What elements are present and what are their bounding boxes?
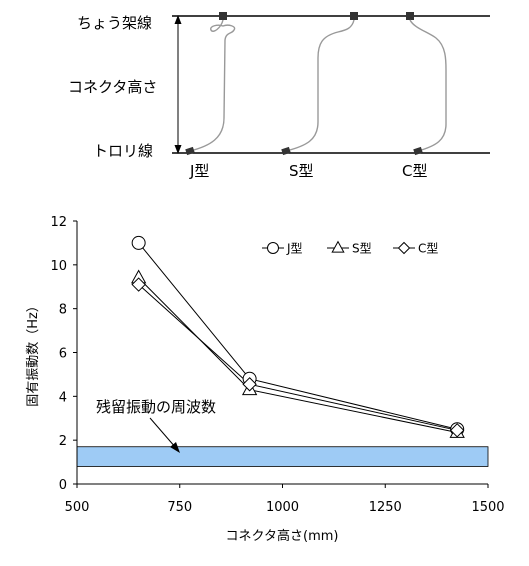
- y-tick-label: 6: [59, 347, 67, 362]
- data-point: [449, 423, 465, 438]
- legend: J型 S型 C型: [262, 240, 438, 256]
- y-ticks: 0 2 4 6 8 10 12: [50, 215, 77, 493]
- frequency-chart: 残留振動の周波数 500 750 1000 1250 1500 0 2 4 6 8 10 12 コネ…: [26, 215, 505, 544]
- x-tick-label: 1500: [471, 500, 504, 515]
- band-pointer-arrow: [149, 417, 180, 453]
- height-dimension-arrow: [174, 15, 182, 154]
- j-type-label: J型: [189, 162, 209, 180]
- y-axis-label: 固有振動数（Hz）: [26, 299, 41, 407]
- y-tick-label: 4: [59, 390, 67, 405]
- x-ticks: 500 750 1000 1250 1500: [65, 484, 505, 515]
- connector-diagram: ちょう架線 コネクタ高さ トロリ線 J型 S型 C: [68, 12, 490, 180]
- x-tick-label: 1000: [266, 500, 299, 515]
- residual-vibration-label: 残留振動の周波数: [96, 398, 216, 416]
- c-type-connector: C型: [402, 12, 447, 180]
- connector-height-label: コネクタ高さ: [68, 78, 157, 96]
- catenary-label: ちょう架線: [77, 14, 152, 32]
- y-tick-label: 8: [59, 303, 67, 318]
- x-tick-label: 1250: [369, 500, 402, 515]
- legend-label: S型: [352, 242, 372, 256]
- legend-label: C型: [418, 242, 438, 256]
- x-tick-label: 750: [167, 500, 192, 515]
- s-type-label: S型: [289, 162, 314, 180]
- j-type-connector: J型: [185, 12, 236, 180]
- y-tick-label: 12: [50, 215, 67, 230]
- legend-marker: [267, 242, 279, 254]
- residual-vibration-band: [76, 446, 489, 467]
- series-markers: [130, 235, 465, 438]
- data-point: [131, 235, 146, 250]
- trolley-label: トロリ線: [93, 142, 153, 160]
- y-tick-label: 0: [59, 478, 67, 493]
- legend-marker: [331, 240, 345, 253]
- y-tick-label: 10: [50, 259, 67, 274]
- data-point: [242, 377, 257, 392]
- data-point: [131, 277, 146, 292]
- s-type-connector: S型: [281, 12, 358, 180]
- x-tick-label: 500: [65, 500, 90, 515]
- legend-marker: [397, 241, 411, 255]
- c-type-label: C型: [402, 162, 427, 180]
- legend-label: J型: [286, 242, 303, 256]
- y-tick-label: 2: [59, 434, 67, 449]
- x-axis-label: コネクタ高さ(mm): [226, 528, 339, 544]
